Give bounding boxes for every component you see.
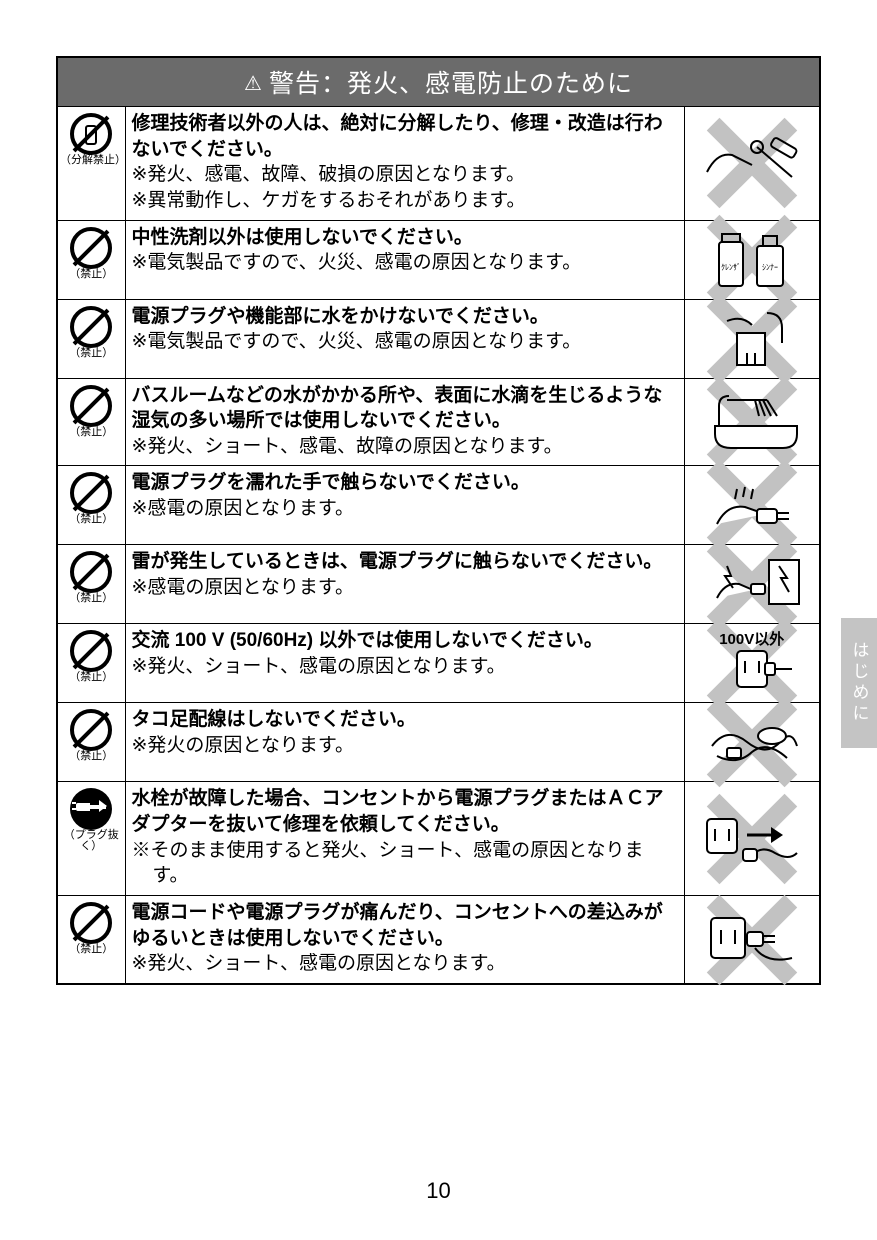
warning-triangle-icon: ⚠: [244, 73, 263, 95]
icon-cell: （禁止）: [57, 624, 125, 703]
warning-note: ※発火、ショート、感電、故障の原因となります。: [132, 436, 563, 457]
text-cell: 電源コードや電源プラグが痛んだり、コンセントへの差込みがゆるいときは使用しないで…: [125, 896, 684, 984]
illustration-cell: [684, 378, 820, 466]
table-row: （禁止） 交流 100 V (50/60Hz) 以外では使用しないでください。 ※発…: [57, 624, 820, 703]
table-row: （禁止） 電源コードや電源プラグが痛んだり、コンセントへの差込みがゆるいときは使用…: [57, 896, 820, 984]
text-cell: 修理技術者以外の人は、絶対に分解したり、修理・改造は行わないでください。 ※発火、…: [125, 107, 684, 221]
lightning-hands-icon: [685, 545, 820, 623]
warning-note: ※感電の原因となります。: [132, 577, 354, 598]
warning-bold-text: 電源プラグを濡れた手で触らないでください。: [132, 472, 530, 493]
wrench-hand-icon: [685, 124, 820, 202]
prohibit-icon: [70, 902, 112, 944]
text-cell: 交流 100 V (50/60Hz) 以外では使用しないでください。 ※発火、ショ…: [125, 624, 684, 703]
text-cell: 雷が発生しているときは、電源プラグに触らないでください。 ※感電の原因となります。: [125, 545, 684, 624]
water-on-unit-icon: [685, 300, 820, 378]
page-number: 10: [0, 1178, 877, 1204]
warning-note: ※発火、ショート、感電の原因となります。: [132, 953, 506, 974]
warning-bold-text: 電源プラグや機能部に水をかけないでください。: [132, 306, 549, 327]
illustration-cell: [684, 896, 820, 984]
table-row: （禁止） 雷が発生しているときは、電源プラグに触らないでください。 ※感電の原因とな…: [57, 545, 820, 624]
warning-bold-text: 水栓が故障した場合、コンセントから電源プラグまたはＡＣアダプターを抜いて修理を依…: [132, 788, 664, 835]
illustration-label: 100V以外: [685, 628, 820, 649]
warning-note: ※電気製品ですので、火災、感電の原因となります。: [132, 331, 582, 352]
svg-text:ｼﾝﾅｰ: ｼﾝﾅｰ: [762, 263, 778, 272]
shower-bathtub-icon: [685, 383, 820, 461]
warning-note: ※発火、ショート、感電の原因となります。: [132, 656, 506, 677]
icon-caption: （禁止）: [60, 269, 123, 280]
text-cell: 電源プラグや機能部に水をかけないでください。 ※電気製品ですので、火災、感電の原因…: [125, 299, 684, 378]
text-cell: 電源プラグを濡れた手で触らないでください。 ※感電の原因となります。: [125, 466, 684, 545]
icon-cell: （禁止）: [57, 220, 125, 299]
illustration-cell: [684, 466, 820, 545]
warning-note: ※異常動作し、ケガをするおそれがあります。: [132, 190, 526, 211]
icon-cell: （禁止）: [57, 299, 125, 378]
warning-note: ※発火の原因となります。: [132, 735, 354, 756]
warning-table: ⚠警告：発火、感電防止のために （分解禁止）修理技術者以外の人は、絶対に分解した…: [56, 56, 821, 985]
icon-cell: （禁止）: [57, 466, 125, 545]
prohibit-icon: [70, 709, 112, 751]
text-cell: 水栓が故障した場合、コンセントから電源プラグまたはＡＣアダプターを抜いて修理を依…: [125, 782, 684, 896]
icon-cell: （禁止）: [57, 896, 125, 984]
loose-plug-icon: [685, 901, 820, 979]
illustration-cell: [684, 703, 820, 782]
prohibit-icon: [70, 306, 112, 348]
warning-bold-text: 電源コードや電源プラグが痛んだり、コンセントへの差込みがゆるいときは使用しないで…: [132, 902, 663, 949]
icon-caption: （分解禁止）: [60, 155, 123, 166]
warning-note: ※感電の原因となります。: [132, 498, 354, 519]
side-tab: はじめに: [841, 618, 877, 748]
table-row: （禁止） 中性洗剤以外は使用しないでください。 ※電気製品ですので、火災、感電の原因…: [57, 220, 820, 299]
wet-hand-plug-icon: [685, 466, 820, 544]
table-row: （分解禁止）修理技術者以外の人は、絶対に分解したり、修理・改造は行わないでくださ…: [57, 107, 820, 221]
icon-caption: （禁止）: [60, 348, 123, 359]
unplug-outlet-icon: [685, 800, 820, 878]
unplug-icon: [70, 788, 112, 830]
table-row: （禁止） 電源プラグや機能部に水をかけないでください。 ※電気製品ですので、火災、感…: [57, 299, 820, 378]
warning-bold-text: 交流 100 V (50/60Hz) 以外では使用しないでください。: [132, 630, 603, 651]
prohibit-icon: [70, 551, 112, 593]
table-header: ⚠ 警告：発火、感電防止のために: [57, 57, 820, 107]
icon-caption: （禁止）: [60, 593, 123, 604]
illustration-cell: [684, 545, 820, 624]
text-cell: 中性洗剤以外は使用しないでください。 ※電気製品ですので、火災、感電の原因となりま…: [125, 220, 684, 299]
icon-cell: （禁止）: [57, 378, 125, 466]
icon-cell: （禁止）: [57, 703, 125, 782]
prohibit-icon: [70, 385, 112, 427]
warning-note: ※電気製品ですので、火災、感電の原因となります。: [132, 252, 582, 273]
illustration-cell: [684, 782, 820, 896]
warning-bold-text: タコ足配線はしないでください。: [132, 709, 416, 730]
text-cell: タコ足配線はしないでください。 ※発火の原因となります。: [125, 703, 684, 782]
no-disassemble-icon: [70, 113, 112, 155]
icon-caption: （禁止）: [60, 672, 123, 683]
prohibit-icon: [70, 227, 112, 269]
header-title: 警告：発火、感電防止のために: [269, 70, 633, 98]
illustration-cell: 100V以外: [684, 624, 820, 703]
icon-caption: （禁止）: [60, 514, 123, 525]
svg-text:ｸﾚﾝｻﾞ: ｸﾚﾝｻﾞ: [721, 263, 741, 272]
icon-cell: （分解禁止）: [57, 107, 125, 221]
table-row: （禁止） タコ足配線はしないでください。 ※発火の原因となります。: [57, 703, 820, 782]
warning-note: ※発火、感電、故障、破損の原因となります。: [132, 164, 525, 185]
cleanser-thinner-bottles-icon: ｸﾚﾝｻﾞ ｼﾝﾅｰ: [685, 221, 820, 299]
prohibit-icon: [70, 472, 112, 514]
octopus-wiring-icon: [685, 703, 820, 781]
warning-bold-text: 中性洗剤以外は使用しないでください。: [132, 227, 473, 248]
table-row: （禁止） バスルームなどの水がかかる所や、表面に水滴を生じるような湿気の多い場所で…: [57, 378, 820, 466]
warning-bold-text: 雷が発生しているときは、電源プラグに触らないでください。: [132, 551, 663, 572]
table-row: （プラグ抜く） 水栓が故障した場合、コンセントから電源プラグまたはＡＣアダプターを…: [57, 782, 820, 896]
illustration-cell: ｸﾚﾝｻﾞ ｼﾝﾅｰ: [684, 220, 820, 299]
text-cell: バスルームなどの水がかかる所や、表面に水滴を生じるような湿気の多い場所では使用し…: [125, 378, 684, 466]
icon-caption: （禁止）: [60, 751, 123, 762]
icon-caption: （禁止）: [60, 427, 123, 438]
warning-bold-text: 修理技術者以外の人は、絶対に分解したり、修理・改造は行わないでください。: [132, 113, 663, 160]
icon-caption: （プラグ抜く）: [60, 830, 123, 852]
table-row: （禁止） 電源プラグを濡れた手で触らないでください。 ※感電の原因となります。: [57, 466, 820, 545]
icon-caption: （禁止）: [60, 944, 123, 955]
illustration-cell: [684, 107, 820, 221]
warning-note: ※そのまま使用すると発火、ショート、感電の原因となります。: [132, 838, 678, 889]
icon-cell: （禁止）: [57, 545, 125, 624]
illustration-cell: [684, 299, 820, 378]
warning-bold-text: バスルームなどの水がかかる所や、表面に水滴を生じるような湿気の多い場所では使用し…: [132, 385, 663, 432]
icon-cell: （プラグ抜く）: [57, 782, 125, 896]
prohibit-icon: [70, 630, 112, 672]
